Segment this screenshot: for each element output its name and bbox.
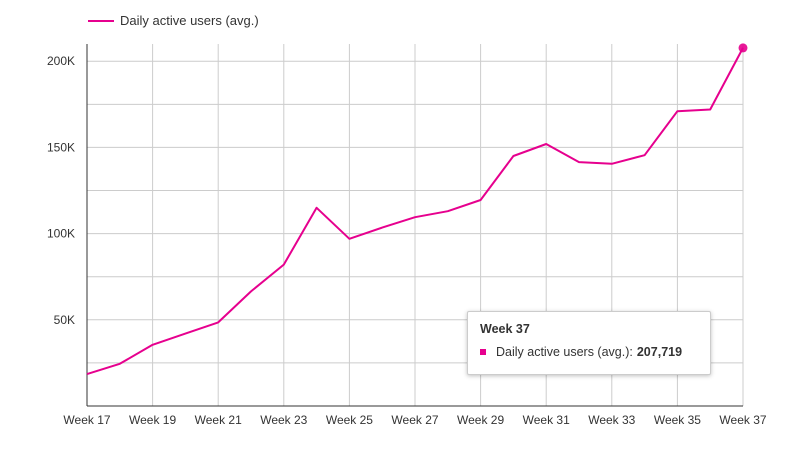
y-tick-label: 200K bbox=[47, 54, 75, 68]
y-tick-label: 50K bbox=[54, 313, 75, 327]
legend-line-swatch bbox=[88, 19, 114, 22]
legend[interactable]: Daily active users (avg.) bbox=[88, 13, 259, 28]
x-tick-label: Week 33 bbox=[588, 413, 635, 427]
x-tick-label: Week 19 bbox=[129, 413, 176, 427]
y-tick-label: 150K bbox=[47, 140, 75, 154]
tooltip-series-swatch bbox=[480, 349, 486, 355]
x-tick-label: Week 37 bbox=[719, 413, 766, 427]
tooltip-value: 207,719 bbox=[636, 345, 683, 359]
x-tick-label: Week 31 bbox=[523, 413, 570, 427]
tooltip-series-label: Daily active users (avg.): bbox=[496, 345, 633, 359]
x-tick-label: Week 21 bbox=[195, 413, 242, 427]
highlighted-data-point[interactable] bbox=[738, 43, 748, 53]
tooltip-title: Week 37 bbox=[480, 322, 530, 336]
y-tick-label: 100K bbox=[47, 227, 75, 241]
series-layer bbox=[86, 43, 748, 376]
x-tick-labels: Week 17 Week 19 Week 21 Week 23 Week 25 Week … bbox=[63, 413, 766, 427]
legend-label: Daily active users (avg.) bbox=[120, 13, 259, 28]
x-tick-label: Week 27 bbox=[391, 413, 438, 427]
tooltip: Week 37 Daily active users (avg.): 207,7… bbox=[467, 311, 711, 375]
x-tick-label: Week 25 bbox=[326, 413, 373, 427]
tooltip-row: Daily active users (avg.): 207,719 bbox=[480, 345, 698, 359]
series-line bbox=[86, 47, 744, 376]
axes bbox=[86, 44, 743, 407]
y-tick-labels: 50K 100K 150K 200K bbox=[47, 54, 75, 327]
x-tick-label: Week 23 bbox=[260, 413, 307, 427]
x-tick-label: Week 35 bbox=[654, 413, 701, 427]
x-tick-label: Week 29 bbox=[457, 413, 504, 427]
x-tick-label: Week 17 bbox=[63, 413, 110, 427]
